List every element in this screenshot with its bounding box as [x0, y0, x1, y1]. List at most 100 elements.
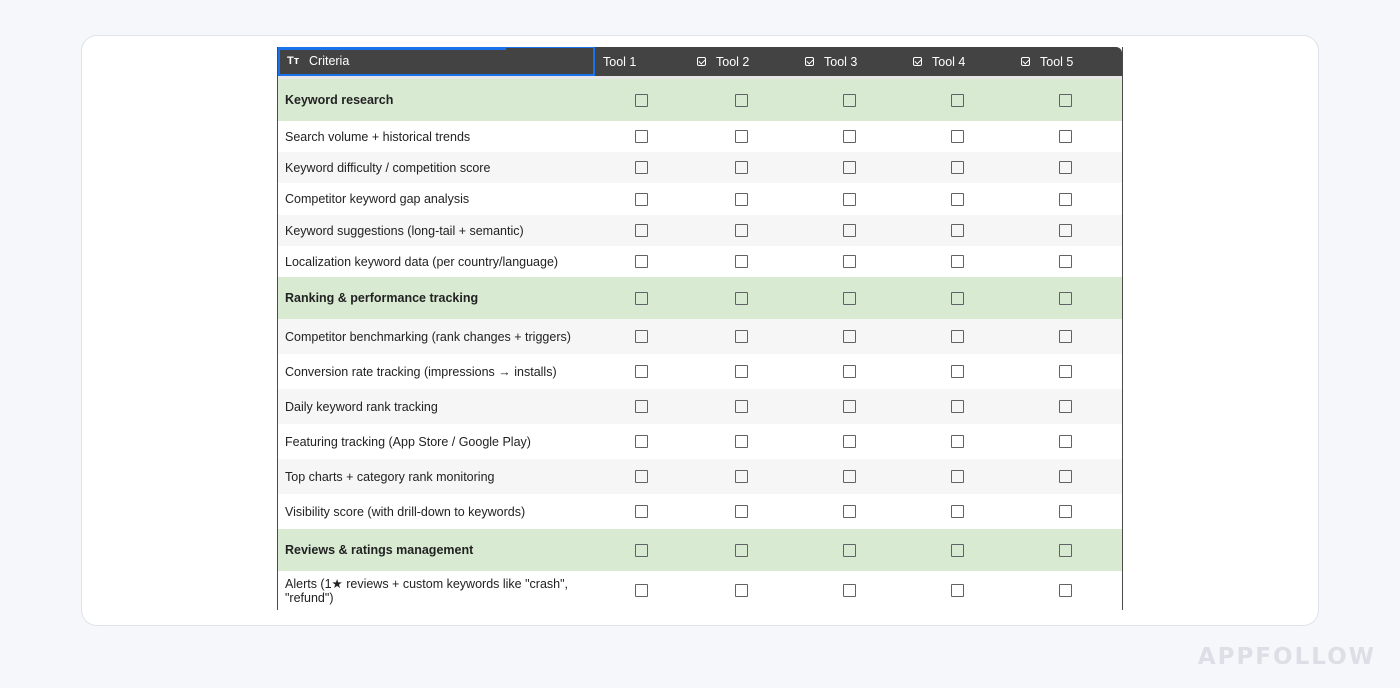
tool-3-checkbox[interactable] — [843, 193, 856, 206]
tool-4-checkbox[interactable] — [951, 130, 964, 143]
criteria-row: Featuring tracking (App Store / Google P… — [278, 424, 1122, 459]
tool-2-checkbox[interactable] — [735, 544, 748, 557]
tool-5-checkbox[interactable] — [1059, 292, 1072, 305]
tool-4-checkbox[interactable] — [951, 435, 964, 448]
tool-5-checkbox[interactable] — [1059, 365, 1072, 378]
tool-3-header[interactable]: Tool 3 — [805, 47, 857, 76]
criteria-row: Competitor benchmarking (rank changes + … — [278, 319, 1122, 354]
criteria-header-label: Criteria — [309, 54, 350, 68]
tool-3-checkbox[interactable] — [843, 224, 856, 237]
tool-3-checkbox[interactable] — [843, 544, 856, 557]
tool-2-checkbox[interactable] — [735, 292, 748, 305]
tool-2-label: Tool 2 — [716, 54, 750, 69]
tool-2-checkbox[interactable] — [735, 330, 748, 343]
tool-5-checkbox[interactable] — [1059, 130, 1072, 143]
tool-1-checkbox[interactable] — [635, 365, 648, 378]
tool-3-checkbox[interactable] — [843, 161, 856, 174]
tool-4-checkbox[interactable] — [951, 193, 964, 206]
tool-3-checkbox[interactable] — [843, 435, 856, 448]
tool-5-checkbox[interactable] — [1059, 584, 1072, 597]
tool-1-checkbox[interactable] — [635, 400, 648, 413]
tool-2-checkbox[interactable] — [735, 584, 748, 597]
checkbox-column-icon — [805, 57, 814, 66]
tool-2-checkbox[interactable] — [735, 470, 748, 483]
tool-5-checkbox[interactable] — [1059, 470, 1072, 483]
tool-2-header[interactable]: Tool 2 — [697, 47, 749, 76]
tool-4-checkbox[interactable] — [951, 505, 964, 518]
tool-2-checkbox[interactable] — [735, 505, 748, 518]
tool-4-checkbox[interactable] — [951, 94, 964, 107]
tool-1-checkbox[interactable] — [635, 505, 648, 518]
tool-5-checkbox[interactable] — [1059, 400, 1072, 413]
tool-1-checkbox[interactable] — [635, 161, 648, 174]
tool-3-checkbox[interactable] — [843, 330, 856, 343]
tool-4-checkbox[interactable] — [951, 255, 964, 268]
tool-5-checkbox[interactable] — [1059, 255, 1072, 268]
criteria-label: Localization keyword data (per country/l… — [285, 254, 559, 269]
tool-1-checkbox[interactable] — [635, 255, 648, 268]
tool-2-checkbox[interactable] — [735, 255, 748, 268]
tool-1-checkbox[interactable] — [635, 544, 648, 557]
tool-3-checkbox[interactable] — [843, 505, 856, 518]
checkbox-column-icon — [913, 57, 922, 66]
tool-3-checkbox[interactable] — [843, 584, 856, 597]
tool-5-checkbox[interactable] — [1059, 505, 1072, 518]
tool-1-checkbox[interactable] — [635, 292, 648, 305]
tool-1-checkbox[interactable] — [635, 330, 648, 343]
tool-5-checkbox[interactable] — [1059, 161, 1072, 174]
criteria-row: Alerts (1★ reviews + custom keywords lik… — [278, 571, 1122, 610]
tool-3-checkbox[interactable] — [843, 365, 856, 378]
tool-2-checkbox[interactable] — [735, 94, 748, 107]
tool-4-checkbox[interactable] — [951, 544, 964, 557]
tool-2-checkbox[interactable] — [735, 365, 748, 378]
tool-2-checkbox[interactable] — [735, 193, 748, 206]
tool-3-checkbox[interactable] — [843, 255, 856, 268]
tool-1-checkbox[interactable] — [635, 435, 648, 448]
criteria-header-cell[interactable]: Tт Criteria — [278, 47, 595, 76]
tool-2-checkbox[interactable] — [735, 161, 748, 174]
tool-3-checkbox[interactable] — [843, 292, 856, 305]
tool-1-checkbox[interactable] — [635, 224, 648, 237]
tool-1-checkbox[interactable] — [635, 584, 648, 597]
tool-5-checkbox[interactable] — [1059, 224, 1072, 237]
section-row: Reviews & ratings management — [278, 529, 1122, 571]
tool-3-checkbox[interactable] — [843, 400, 856, 413]
tool-1-checkbox[interactable] — [635, 94, 648, 107]
criteria-row: Localization keyword data (per country/l… — [278, 246, 1122, 277]
section-row: Keyword research — [278, 79, 1122, 121]
header-divider — [278, 76, 1122, 79]
tool-1-checkbox[interactable] — [635, 470, 648, 483]
tool-2-checkbox[interactable] — [735, 130, 748, 143]
tool-4-checkbox[interactable] — [951, 330, 964, 343]
tool-3-checkbox[interactable] — [843, 130, 856, 143]
appfollow-watermark: APPFOLLOW — [1197, 644, 1376, 670]
tool-1-header[interactable]: Tool 1 — [603, 47, 636, 76]
tool-5-checkbox[interactable] — [1059, 94, 1072, 107]
tool-4-checkbox[interactable] — [951, 584, 964, 597]
tool-2-checkbox[interactable] — [735, 400, 748, 413]
tool-2-checkbox[interactable] — [735, 435, 748, 448]
criteria-label: Featuring tracking (App Store / Google P… — [285, 434, 531, 449]
tool-2-checkbox[interactable] — [735, 224, 748, 237]
tool-1-checkbox[interactable] — [635, 130, 648, 143]
criteria-label: Keyword suggestions (long-tail + semanti… — [285, 223, 524, 238]
tool-1-checkbox[interactable] — [635, 193, 648, 206]
comparison-sheet: Tт Criteria Tool 1 Tool 2 Tool 3 Tool 4 … — [277, 47, 1123, 610]
tool-4-header[interactable]: Tool 4 — [913, 47, 965, 76]
tool-4-checkbox[interactable] — [951, 224, 964, 237]
tool-4-checkbox[interactable] — [951, 400, 964, 413]
tool-5-checkbox[interactable] — [1059, 544, 1072, 557]
tool-4-checkbox[interactable] — [951, 161, 964, 174]
tool-5-checkbox[interactable] — [1059, 330, 1072, 343]
tool-4-checkbox[interactable] — [951, 365, 964, 378]
tool-5-checkbox[interactable] — [1059, 193, 1072, 206]
tool-5-checkbox[interactable] — [1059, 435, 1072, 448]
criteria-label: Alerts (1★ reviews + custom keywords lik… — [285, 576, 569, 605]
checkbox-column-icon — [697, 57, 706, 66]
criteria-row: Visibility score (with drill-down to key… — [278, 494, 1122, 529]
tool-3-checkbox[interactable] — [843, 94, 856, 107]
tool-4-checkbox[interactable] — [951, 292, 964, 305]
tool-3-checkbox[interactable] — [843, 470, 856, 483]
tool-4-checkbox[interactable] — [951, 470, 964, 483]
tool-5-header[interactable]: Tool 5 — [1021, 47, 1073, 76]
